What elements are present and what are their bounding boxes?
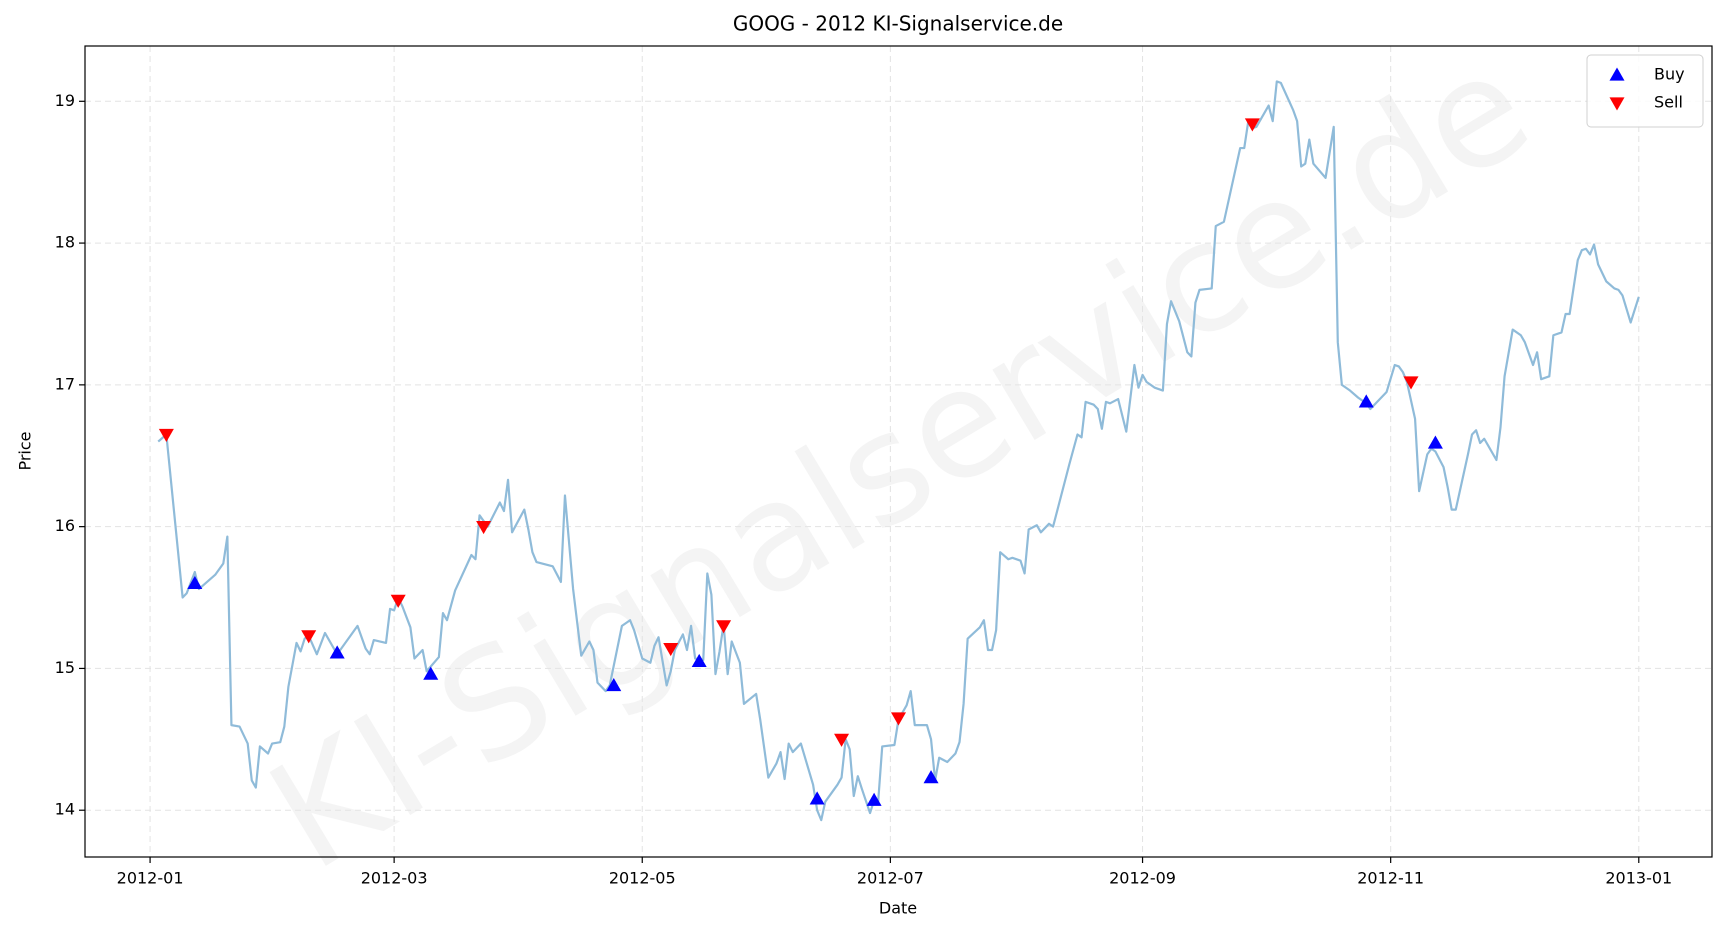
signal-marker bbox=[923, 770, 939, 784]
price-line bbox=[157, 80, 1640, 822]
legend-marker bbox=[1609, 97, 1625, 111]
signal-marker bbox=[1403, 376, 1419, 390]
signal-marker bbox=[1427, 435, 1443, 449]
y-tick-label: 15 bbox=[55, 658, 75, 677]
x-tick-label: 2012-11 bbox=[1357, 869, 1424, 888]
x-tick-label: 2012-09 bbox=[1109, 869, 1176, 888]
signal-marker bbox=[891, 712, 906, 726]
x-tick-label: 2012-07 bbox=[857, 869, 924, 888]
signal-marker bbox=[716, 620, 732, 634]
x-tick-label: 2012-05 bbox=[609, 869, 676, 888]
legend-marker bbox=[1609, 67, 1625, 81]
x-tick-label: 2013-01 bbox=[1605, 869, 1672, 888]
watermark: KI-Signalservice.de bbox=[242, 19, 1557, 905]
signal-marker bbox=[476, 521, 492, 535]
signal-marker bbox=[158, 428, 174, 442]
y-tick-label: 19 bbox=[55, 91, 75, 110]
legend-label: Buy bbox=[1654, 65, 1685, 84]
signal-marker bbox=[809, 791, 825, 805]
chart-title: GOOG - 2012 KI-Signalservice.de bbox=[733, 12, 1063, 36]
x-axis-label: Date bbox=[879, 899, 917, 918]
signal-marker bbox=[866, 792, 882, 806]
legend-box bbox=[1586, 54, 1704, 128]
signal-marker bbox=[390, 594, 406, 608]
signal-marker bbox=[834, 733, 850, 747]
y-tick-label: 14 bbox=[55, 800, 75, 819]
signal-marker bbox=[691, 653, 707, 667]
signal-marker bbox=[187, 575, 203, 589]
y-tick-label: 18 bbox=[55, 233, 75, 252]
signal-marker bbox=[1244, 118, 1260, 132]
legend-label: Sell bbox=[1654, 93, 1683, 112]
signal-marker bbox=[663, 642, 679, 657]
signal-marker bbox=[329, 645, 345, 659]
signal-marker bbox=[1358, 394, 1374, 408]
x-tick-label: 2012-01 bbox=[117, 869, 184, 888]
plot-frame bbox=[84, 45, 1713, 858]
x-tick-label: 2012-03 bbox=[361, 869, 428, 888]
y-axis-label: Price bbox=[16, 431, 35, 470]
signal-marker bbox=[606, 677, 622, 692]
signal-marker bbox=[423, 666, 439, 680]
signal-marker bbox=[301, 630, 317, 644]
y-tick-label: 17 bbox=[55, 374, 75, 393]
y-tick-label: 16 bbox=[55, 516, 75, 535]
